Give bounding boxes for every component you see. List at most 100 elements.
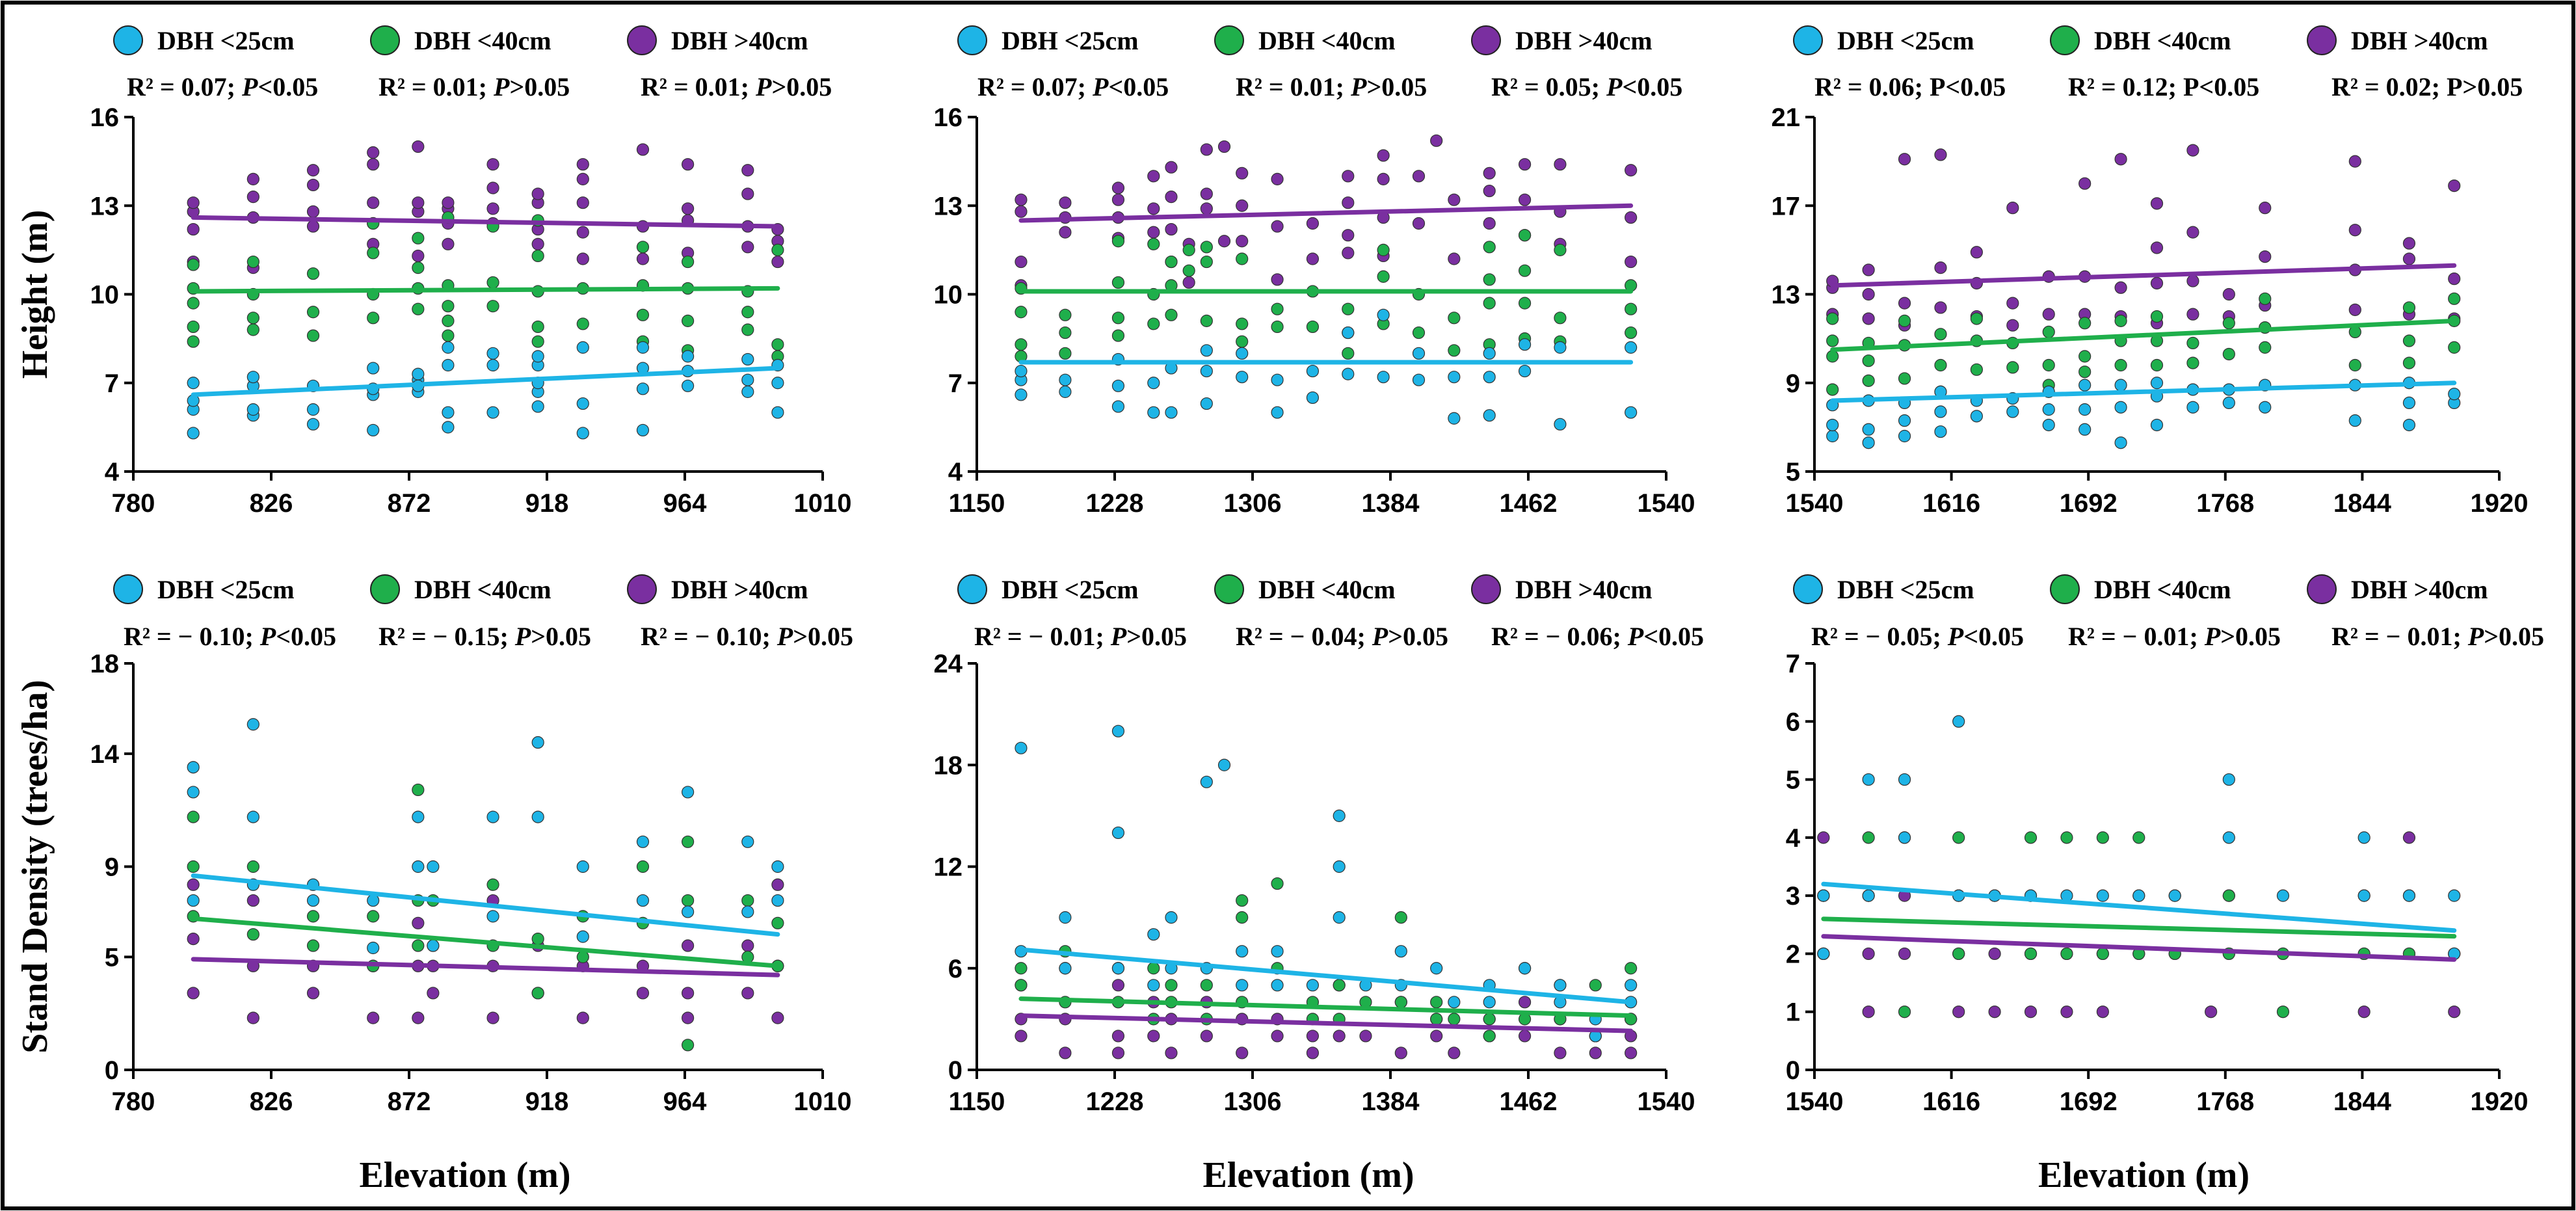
data-point [531, 810, 544, 823]
legend-label: DBH <25cm [157, 26, 295, 55]
x-tick-label: 1150 [949, 489, 1005, 518]
data-point [1217, 758, 1231, 771]
data-point [2168, 889, 2181, 902]
p-symbol: P [1606, 72, 1623, 101]
data-point [1483, 273, 1496, 286]
data-point [1271, 1030, 1284, 1043]
x-tick-label: 1462 [1500, 1087, 1558, 1116]
data-point [442, 406, 455, 419]
data-point [1898, 297, 1911, 310]
data-point [1200, 979, 1213, 992]
data-point [2259, 401, 2272, 414]
data-point [246, 312, 259, 325]
regression-stat: R² = − 0.10; P>0.05 [641, 622, 853, 651]
data-point [1015, 364, 1028, 378]
data-point [1518, 364, 1532, 378]
data-point [2448, 388, 2461, 401]
data-point [412, 810, 425, 823]
data-point [1934, 261, 1947, 274]
data-point [1342, 326, 1355, 339]
data-point [741, 306, 754, 319]
data-point [412, 261, 425, 274]
data-point [2205, 1005, 2218, 1018]
x-tick-label: 964 [663, 1087, 707, 1116]
legend-marker [370, 25, 400, 55]
data-point [187, 860, 200, 873]
p-value: >0.05 [2484, 622, 2544, 651]
data-point [741, 187, 754, 200]
data-point [367, 246, 380, 260]
legend-label: DBH <40cm [1258, 26, 1396, 55]
panel-density-high: 0 1 2 3 4 5 6 7 1540 1616 1692 1768 1844 1920 DBH <25c… [1786, 574, 2544, 1195]
p-symbol: P [1372, 622, 1388, 651]
trend-line [1018, 1013, 1634, 1033]
r-squared: R² = − 0.04; [1236, 622, 1372, 651]
data-point [2348, 414, 2361, 427]
data-point [1059, 226, 1072, 239]
legend-label: DBH <40cm [2094, 26, 2231, 55]
data-point [1200, 255, 1213, 269]
data-point [1625, 302, 1638, 315]
data-point [576, 860, 589, 873]
data-point [306, 910, 320, 923]
x-tick-label: 1384 [1362, 1087, 1420, 1116]
r-squared: R² = − 0.05; [1811, 622, 1948, 651]
data-point [741, 939, 754, 952]
data-point [486, 878, 499, 891]
data-point [1217, 235, 1231, 248]
series-0 [1015, 308, 1638, 431]
data-point [576, 158, 589, 171]
data-point [187, 878, 200, 891]
y-axis-title: Height (m) [15, 210, 55, 379]
y-tick-label: 16 [90, 103, 120, 132]
data-point [2006, 202, 2019, 215]
legend-label: DBH <25cm [1002, 26, 1139, 55]
r-squared: R² = − 0.01; [2068, 622, 2205, 651]
data-point [2186, 336, 2199, 350]
r-squared: R² = − 0.15; [378, 622, 515, 651]
data-point [1111, 400, 1125, 413]
data-point [2348, 155, 2361, 168]
data-point [2114, 379, 2127, 392]
data-point [1448, 371, 1461, 384]
r-squared: R² = 0.12; [2068, 72, 2183, 101]
legend: DBH <25cm DBH <40cm DBH >40cm [113, 574, 808, 604]
legend-marker [2050, 574, 2080, 604]
data-point [1217, 140, 1231, 153]
data-point [1306, 320, 1320, 334]
regression-stat: R² = − 0.15; P>0.05 [378, 622, 591, 651]
data-point [771, 338, 784, 351]
data-point [486, 300, 499, 313]
data-point [1826, 334, 1839, 347]
x-tick-label: 1462 [1500, 489, 1558, 518]
data-point [2276, 1005, 2290, 1018]
data-point [1448, 1013, 1461, 1026]
regression-stats: R² = − 0.10; P<0.05 R² = − 0.15; P>0.05 R²… [124, 622, 853, 651]
data-point [1333, 1030, 1346, 1043]
p-symbol: P [1350, 72, 1367, 101]
y-tick-label: 13 [90, 192, 120, 220]
data-point [636, 860, 650, 873]
data-point [1518, 297, 1532, 310]
data-point [1015, 741, 1028, 754]
data-point [576, 172, 589, 185]
legend-marker [1214, 25, 1244, 55]
p-value: P>0.05 [2447, 72, 2523, 101]
data-point [427, 939, 440, 952]
data-point [1988, 1005, 2001, 1018]
regression-stat: R² = − 0.05; P<0.05 [1811, 622, 2024, 651]
data-point [1342, 229, 1355, 242]
data-point [187, 320, 200, 334]
data-point [1952, 715, 1965, 728]
data-point [1483, 297, 1496, 310]
r-squared: R² = 0.07; [977, 72, 1093, 101]
data-point [2078, 317, 2091, 330]
data-point [1111, 979, 1125, 992]
x-tick-label: 1384 [1362, 489, 1420, 518]
data-point [636, 241, 650, 254]
regression-stats: R² = 0.06; P<0.05 R² = 0.12; P<0.05 R² = 0… [1814, 72, 2523, 101]
p-value: >0.05 [1126, 622, 1187, 651]
data-point [1306, 252, 1320, 265]
data-point [1015, 979, 1028, 992]
data-point [1111, 1030, 1125, 1043]
